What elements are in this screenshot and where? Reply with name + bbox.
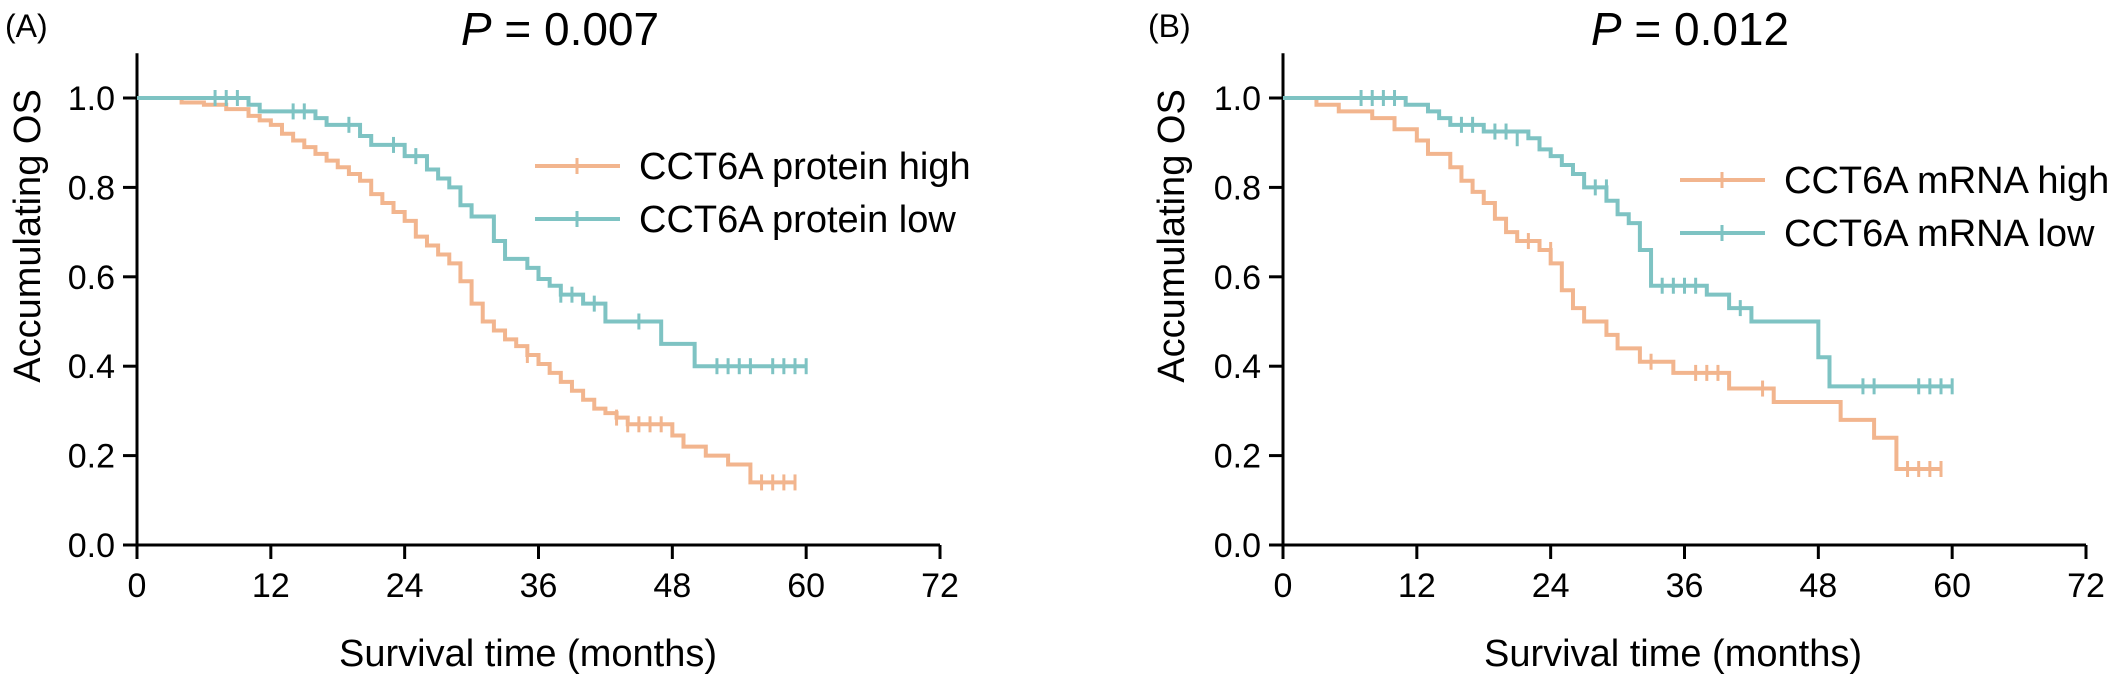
panel-b-p-italic: P [1591, 3, 1622, 55]
panel-a-plot [137, 90, 808, 491]
x-tick-label: 24 [386, 567, 424, 605]
y-tick-label: 0.4 [68, 348, 115, 386]
y-tick-label: 0.0 [1214, 527, 1261, 565]
y-tick-label: 0.8 [1214, 169, 1261, 207]
x-tick-label: 48 [1799, 567, 1837, 605]
x-tick-label: 36 [1666, 567, 1704, 605]
panel-b-x-axis-title: Survival time (months) [1484, 633, 1862, 675]
panel-a: (A) P = 0.007 Accumulating OS Survival t… [5, 3, 971, 675]
legend-label-low: CCT6A protein low [639, 199, 956, 241]
x-tick-label: 48 [653, 567, 691, 605]
x-tick-label: 24 [1532, 567, 1570, 605]
panel-a-p-text: = 0.007 [492, 3, 660, 55]
x-tick-label: 72 [2067, 567, 2105, 605]
x-tick-label: 36 [520, 567, 558, 605]
panel-b-p-text: = 0.012 [1622, 3, 1790, 55]
legend-label-high: CCT6A protein high [639, 146, 971, 188]
y-tick-label: 0.8 [68, 169, 115, 207]
y-tick-label: 0.2 [1214, 438, 1261, 476]
y-tick-label: 0.6 [68, 259, 115, 297]
panel-a-x-axis-title: Survival time (months) [339, 633, 717, 675]
panel-b-letter: (B) [1148, 8, 1191, 44]
x-tick-label: 12 [1398, 567, 1436, 605]
panel-b-y-axis-title: Accumulating OS [1151, 89, 1193, 383]
panel-b-axes: 0 12 24 36 48 60 72 0.0 0.2 0.4 0.6 0.8 1.0 [1214, 53, 2105, 605]
y-tick-label: 0.6 [1214, 259, 1261, 297]
km-curve-low [1283, 96, 1953, 389]
panel-a-legend: CCT6A protein high CCT6A protein low [535, 146, 971, 241]
y-tick-label: 1.0 [1214, 80, 1261, 118]
y-tick-label: 1.0 [68, 80, 115, 118]
panel-a-p-italic: P [461, 3, 492, 55]
legend-label-low: CCT6A mRNA low [1784, 213, 2095, 255]
km-curve-high [137, 96, 796, 485]
panel-a-p-value: P = 0.007 [461, 3, 659, 55]
x-tick-label: 12 [252, 567, 290, 605]
x-tick-label: 0 [128, 567, 147, 605]
panel-a-y-axis-title: Accumulating OS [7, 89, 49, 383]
legend-label-high: CCT6A mRNA high [1784, 160, 2109, 202]
x-tick-label: 0 [1274, 567, 1293, 605]
x-tick-label: 60 [787, 567, 825, 605]
panel-b-p-value: P = 0.012 [1591, 3, 1789, 55]
y-tick-label: 0.2 [68, 438, 115, 476]
km-curve-low [137, 96, 807, 369]
panel-b-plot [1283, 90, 1954, 478]
panel-a-letter: (A) [5, 8, 48, 44]
x-tick-label: 60 [1933, 567, 1971, 605]
panel-a-axes: 0 12 24 36 48 60 72 0.0 0.2 0.4 0.6 0.8 1.0 [68, 53, 959, 605]
panel-b-legend: CCT6A mRNA high CCT6A mRNA low [1680, 160, 2109, 255]
km-curve-high [1283, 96, 1942, 472]
panel-b: (B) P = 0.012 Accumulating OS Survival t… [1148, 3, 2109, 675]
x-tick-label: 72 [921, 567, 959, 605]
y-tick-label: 0.4 [1214, 348, 1261, 386]
y-tick-label: 0.0 [68, 527, 115, 565]
